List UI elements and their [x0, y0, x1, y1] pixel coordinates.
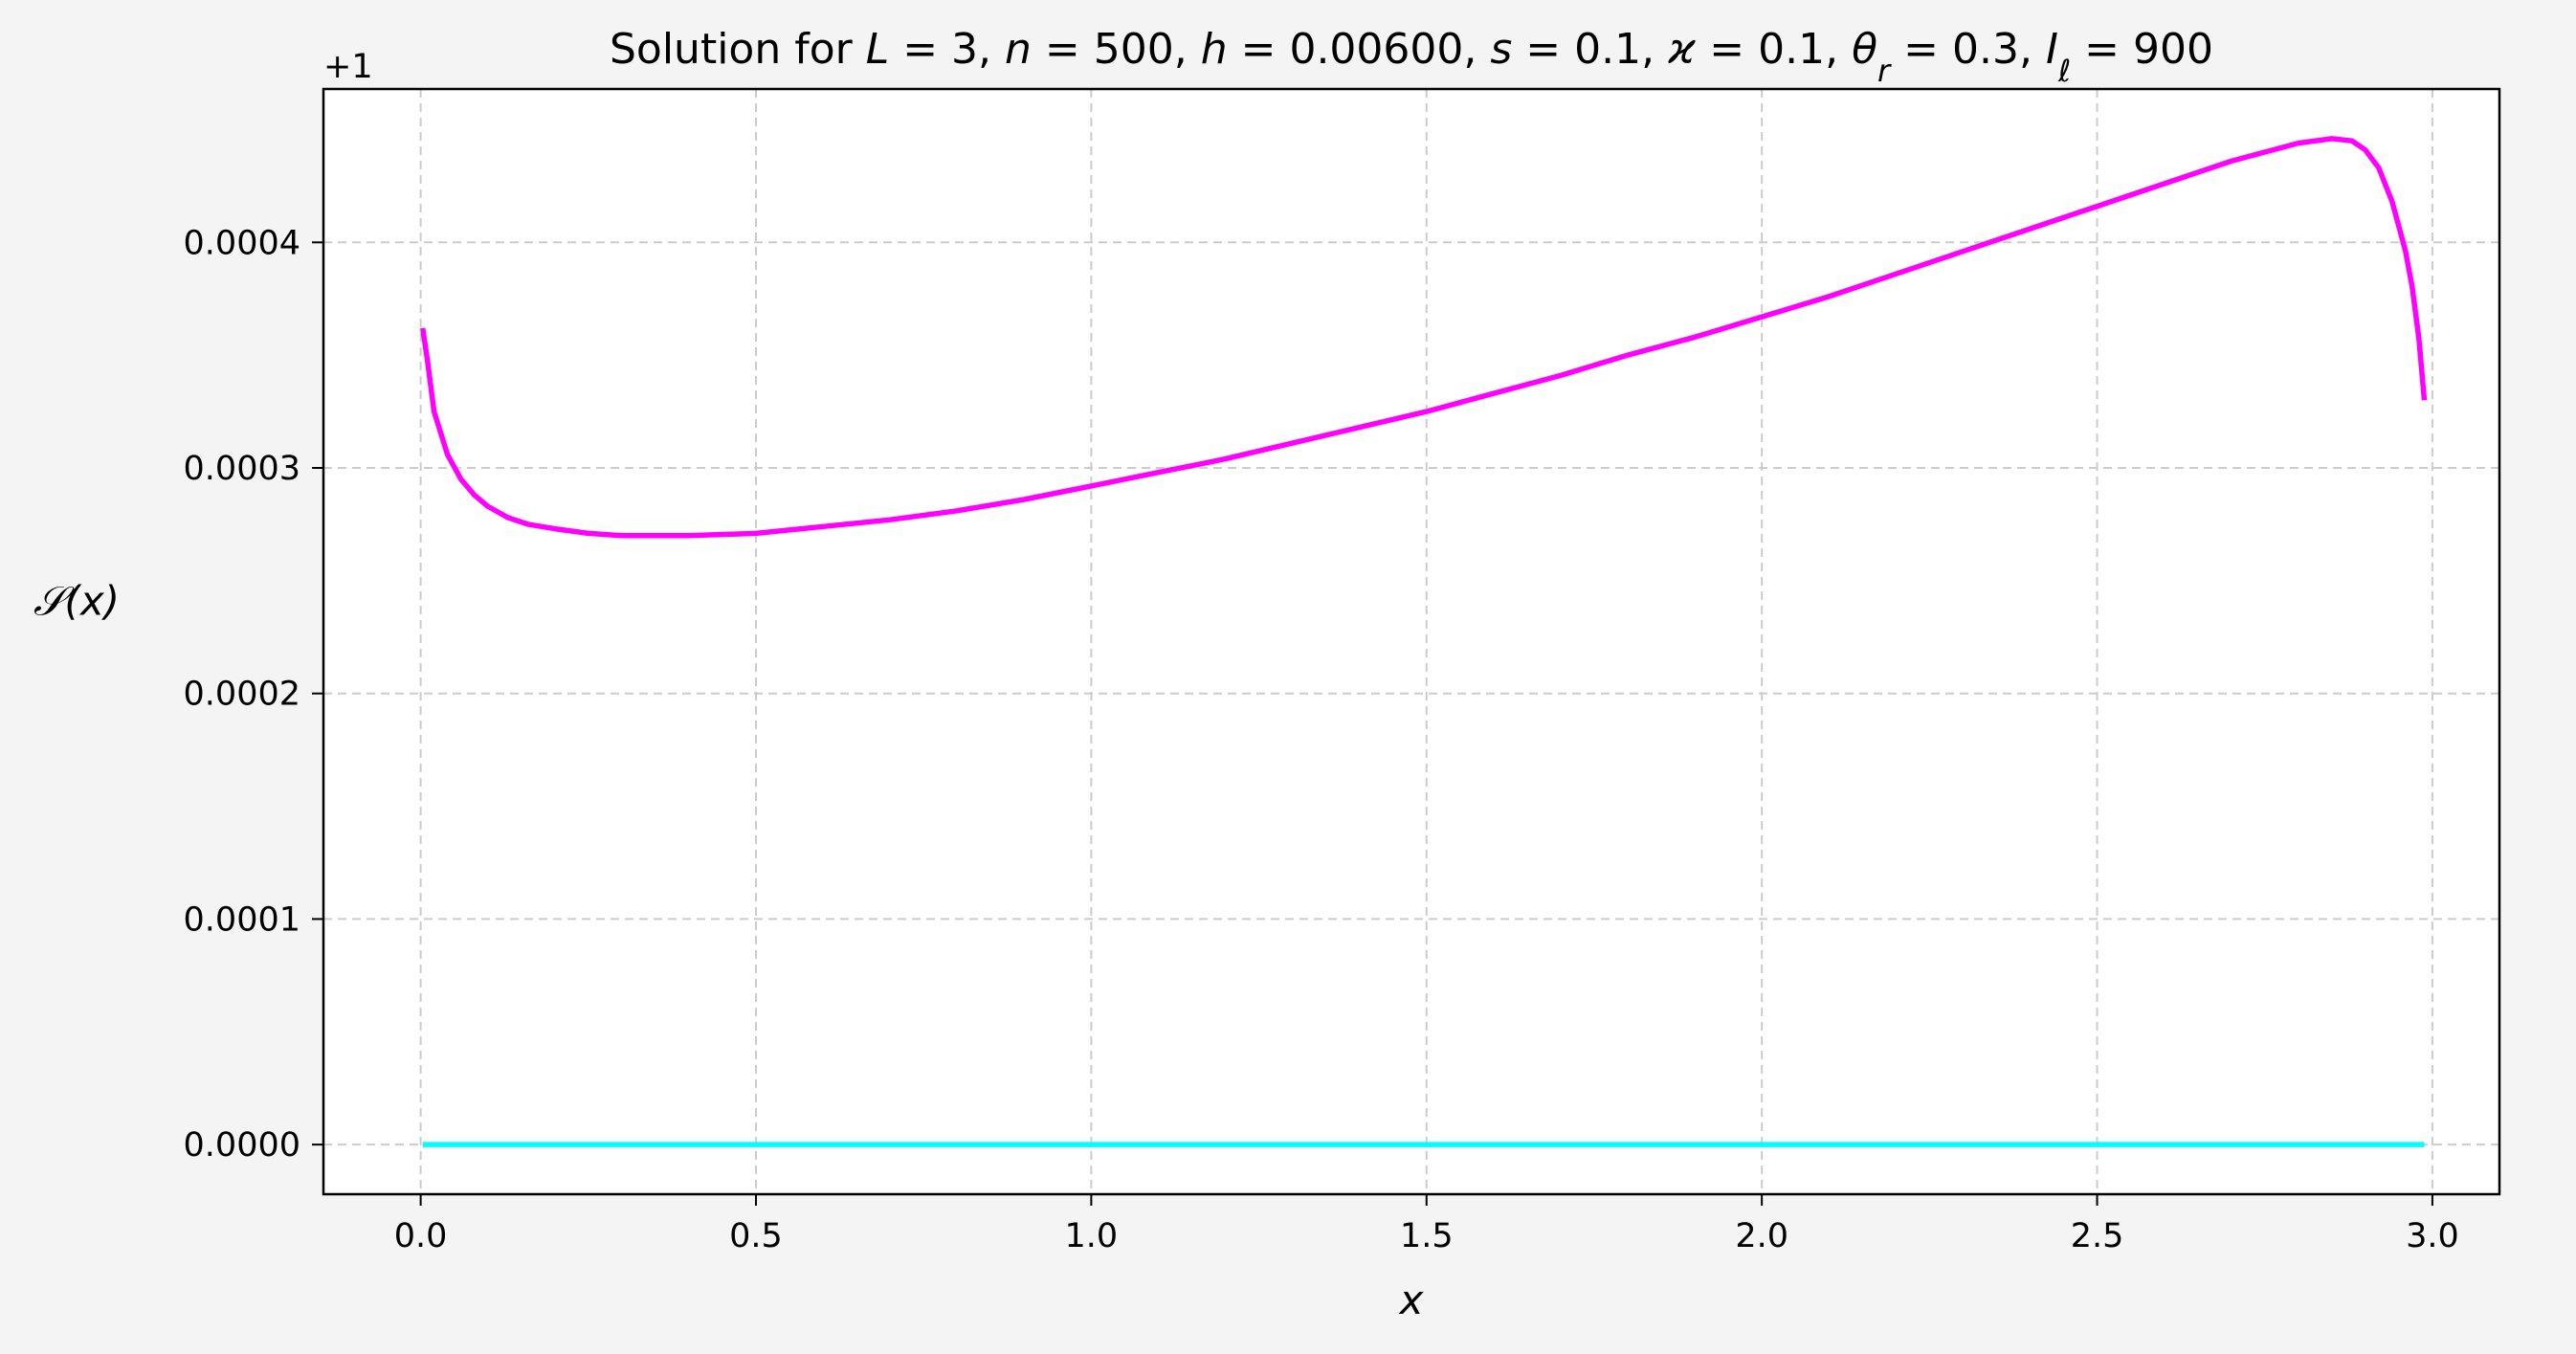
series-line-1 — [419, 136, 2428, 539]
grid-lines — [323, 89, 2499, 1194]
y-axis-label: 𝒮(x) — [33, 578, 120, 625]
x-tick-label: 2.0 — [1735, 1217, 1788, 1255]
y-tick-label: 0.0002 — [184, 676, 300, 714]
x-axis: 0.0 0.5 1.0 1.5 2.0 2.5 3.0 — [394, 1194, 2459, 1255]
y-tick-label: 0.0001 — [184, 900, 300, 939]
y-tick-label: 0.0004 — [184, 224, 300, 262]
x-axis-label: x — [1398, 1276, 1425, 1323]
x-tick-label: 0.0 — [394, 1217, 448, 1255]
x-tick-label: 0.5 — [729, 1217, 783, 1255]
y-offset-label: +1 — [323, 48, 373, 86]
y-tick-label: 0.0003 — [184, 450, 300, 488]
x-tick-label: 1.0 — [1065, 1217, 1119, 1255]
y-axis: 0.0000 0.0001 0.0002 0.0003 0.0004 — [184, 224, 323, 1165]
plot-area — [323, 89, 2499, 1194]
series-layer — [419, 136, 2428, 1147]
x-tick-label: 1.5 — [1400, 1217, 1454, 1255]
plot-frame — [322, 87, 2501, 1196]
y-tick-label: 0.0000 — [184, 1126, 300, 1165]
x-tick-label: 3.0 — [2406, 1217, 2459, 1255]
x-tick-label: 2.5 — [2071, 1217, 2124, 1255]
chart-title: Solution for L = 3, n = 500, h = 0.00600… — [610, 25, 2213, 89]
